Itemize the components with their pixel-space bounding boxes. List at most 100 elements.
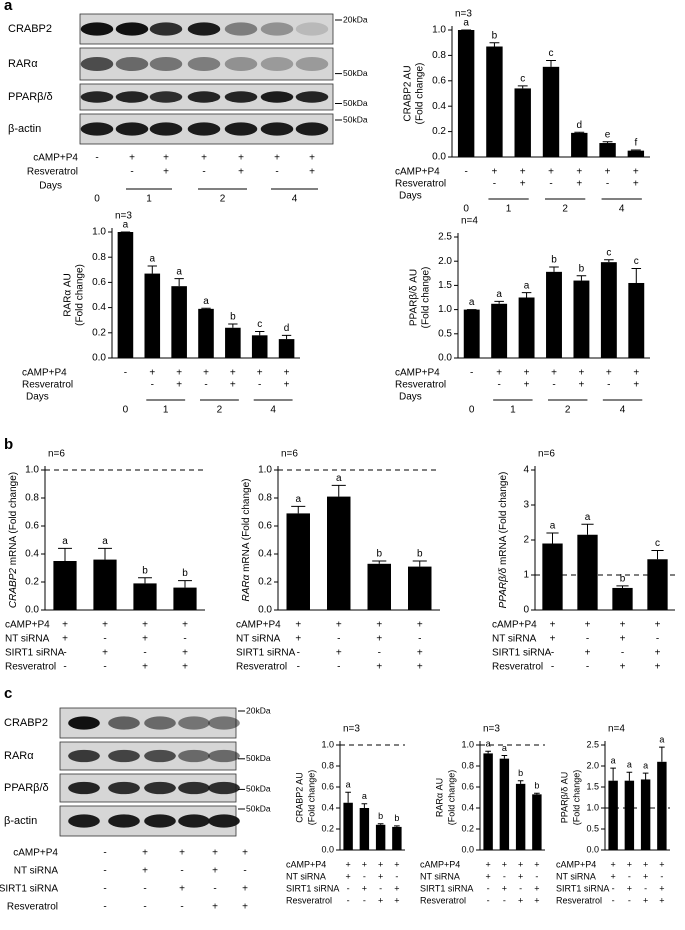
blot-band: [208, 781, 240, 795]
treatment-mark: +: [163, 153, 169, 164]
chart-title: n=4: [608, 724, 625, 735]
y-tick-label: 0.5: [586, 823, 599, 833]
treatment-mark: -: [549, 179, 552, 190]
y-tick-label: 0.8: [432, 50, 446, 61]
blot-band: [149, 22, 183, 36]
significance-letter: b: [376, 549, 382, 560]
error-bar: [604, 259, 614, 263]
significance-letter: b: [579, 263, 585, 274]
significance-letter: b: [378, 811, 383, 821]
treatment-mark: -: [183, 634, 186, 645]
error-bar: [574, 131, 585, 133]
treatment-mark: +: [129, 153, 135, 164]
blot-label: CRABP2: [4, 717, 48, 729]
bar: [532, 794, 542, 850]
y-tick-label: 2.5: [586, 739, 599, 749]
treatment-mark: +: [579, 380, 585, 391]
treatment-mark: -: [103, 902, 106, 913]
treatment-mark: +: [576, 167, 582, 178]
treatment-mark: -: [297, 648, 300, 659]
treatment-mark: +: [336, 620, 342, 631]
treatment-mark: +: [242, 902, 248, 913]
treatment-mark: +: [182, 648, 188, 659]
panel-label: a: [4, 0, 13, 14]
significance-letter: a: [469, 297, 475, 308]
treatment-mark: +: [242, 848, 248, 859]
error-bar: [412, 560, 427, 567]
chart-title: n=6: [538, 449, 555, 460]
y-tick-label: 1.0: [321, 739, 334, 749]
treatment-mark: +: [142, 620, 148, 631]
bar: [133, 583, 157, 610]
treatment-mark: +: [627, 859, 632, 869]
error-bar: [581, 523, 594, 535]
treatment-mark: +: [520, 179, 526, 190]
y-axis-label: CRABP2 AU: [403, 65, 414, 121]
treatment-mark: +: [179, 848, 185, 859]
bar: [499, 758, 510, 850]
blot-label: β-actin: [8, 123, 41, 135]
treatment-mark: -: [347, 895, 350, 905]
blot-label: RARα: [4, 750, 34, 762]
treatment-mark: -: [363, 871, 366, 881]
treatment-mark: +: [62, 634, 68, 645]
treatment-mark: -: [628, 895, 631, 905]
significance-letter: f: [634, 138, 637, 149]
bar: [571, 132, 588, 157]
y-axis-label: (Fold change): [446, 770, 456, 826]
bar: [483, 753, 493, 850]
treatment-mark: -: [202, 167, 205, 178]
blot-band: [260, 122, 294, 136]
treatment-mark: +: [502, 883, 507, 893]
error-bar: [489, 42, 500, 47]
treatment-mark: +: [659, 895, 664, 905]
significance-letter: a: [627, 760, 632, 770]
bar: [627, 150, 645, 157]
treatment-mark: +: [182, 620, 188, 631]
significance-letter: b: [492, 30, 498, 41]
treatment-mark: -: [535, 871, 538, 881]
treatment-mark: +: [274, 153, 280, 164]
treatment-mark: +: [659, 859, 664, 869]
error-bar: [546, 59, 556, 67]
y-tick-label: 0.4: [461, 802, 474, 812]
day-label: 0: [123, 405, 129, 416]
y-tick-label: 0.6: [92, 277, 106, 288]
treatment-mark: -: [586, 634, 589, 645]
significance-letter: e: [605, 129, 611, 140]
bar: [647, 559, 668, 610]
y-tick-label: 0.0: [92, 353, 106, 364]
blot-band: [115, 22, 149, 36]
significance-letter: b: [551, 255, 557, 266]
panel-label: c: [4, 685, 12, 702]
bar: [93, 559, 117, 610]
treatment-label: SIRT1 siRNA: [236, 648, 296, 659]
bar: [278, 339, 295, 358]
treatment-label: Resveratrol: [5, 662, 56, 673]
treatment-mark: +: [417, 648, 423, 659]
treatment-mark: +: [643, 895, 648, 905]
treatment-mark: +: [142, 848, 148, 859]
treatment-mark: +: [550, 620, 556, 631]
treatment-mark: +: [376, 662, 382, 673]
treatment-mark: +: [62, 620, 68, 631]
y-tick-label: 2.5: [438, 232, 452, 243]
treatment-mark: -: [487, 883, 490, 893]
blot-band: [208, 814, 240, 828]
significance-letter: a: [203, 296, 209, 307]
error-bar: [494, 300, 504, 304]
treatment-label: cAMP+P4: [22, 368, 67, 379]
error-bar: [178, 580, 192, 588]
treatment-label: Resveratrol: [395, 380, 446, 391]
error-bar: [361, 803, 368, 808]
y-axis-label: PPARβ/δ mRNA (Fold change): [498, 472, 509, 609]
y-tick-label: 0.6: [25, 521, 39, 532]
treatment-mark: +: [576, 179, 582, 190]
y-axis-label: PPARβ/δ AU: [409, 269, 420, 326]
error-bar: [201, 307, 211, 309]
bar: [173, 587, 197, 610]
bar: [375, 824, 386, 850]
treatment-mark: -: [143, 884, 146, 895]
treatment-mark: -: [644, 883, 647, 893]
